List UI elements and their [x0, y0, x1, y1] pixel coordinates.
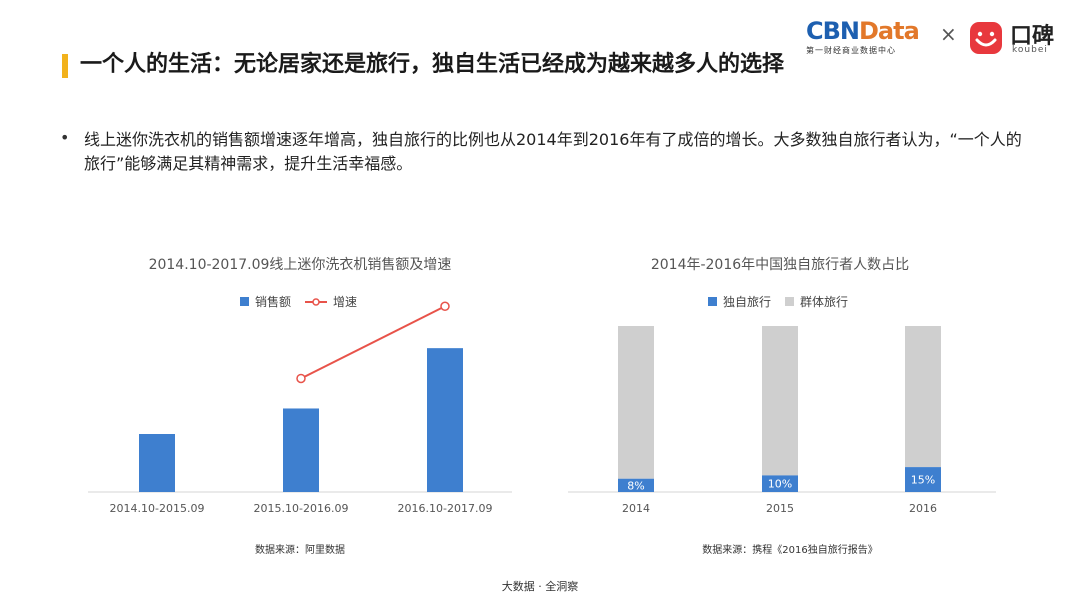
- chart1-growth-label-3: 72%: [433, 320, 457, 333]
- page-title: 一个人的生活：无论居家还是旅行，独自生活已经成为越来越多人的选择: [80, 52, 785, 77]
- koubei-logo-subtitle: koubei: [1012, 45, 1048, 55]
- title-accent-bar: [62, 54, 68, 78]
- chart2-bar-group-1: [618, 326, 654, 479]
- chart2-solo-label-1: 8%: [627, 479, 644, 492]
- logo-times-sign: ×: [940, 22, 957, 46]
- koubei-logo-icon: [970, 22, 1002, 54]
- chart1-x-tick-1: 2014.10-2015.09: [110, 502, 205, 515]
- chart2-bar-solo-1: [618, 478, 654, 492]
- legend-swatch-solo: [708, 297, 717, 306]
- legend-label-growth: 增速: [333, 295, 358, 309]
- cbn-logo-suffix: Data: [859, 17, 920, 45]
- bullet-text: 线上迷你洗衣机的销售额增速逐年增高，独自旅行的比例也从2014年到2016年有了…: [84, 130, 1022, 173]
- chart2-source: 数据来源：携程《2016独自旅行报告》: [702, 545, 878, 556]
- legend-swatch-growth: [305, 297, 328, 306]
- chart2-bar-group-3: [905, 326, 941, 468]
- chart2-solo-label-3: 15%: [911, 474, 935, 487]
- chart2-bar-group-2: [762, 326, 798, 476]
- chart2-solo-label-2: 10%: [768, 478, 792, 491]
- chart1-growth-point-3: [440, 301, 450, 311]
- legend-swatch-group: [785, 297, 795, 306]
- bullet-marker: •: [60, 128, 70, 147]
- chart1-x-tick-2: 2015.10-2016.09: [254, 502, 349, 515]
- chart2-x-tick-2: 2015: [766, 502, 794, 515]
- chart1-x-tick-3: 2016.10-2017.09: [398, 502, 493, 515]
- chart1-title: 2014.10-2017.09线上迷你洗衣机销售额及增速: [148, 257, 452, 273]
- koubei-logo-text: 口碑: [1010, 24, 1055, 49]
- chart1-growth-line: [300, 305, 446, 380]
- chart1-growth-label-2: 44%: [289, 392, 313, 405]
- chart1-bar-3: [427, 348, 463, 492]
- chart1-source: 数据来源：阿里数据: [255, 545, 345, 556]
- cbndata-logo: CBNData 第一财经商业数据中心: [806, 17, 920, 56]
- legend-swatch-sales: [240, 297, 249, 306]
- footer-tagline: 大数据 · 全洞察: [501, 580, 579, 593]
- cbn-logo-subtitle: 第一财经商业数据中心: [806, 46, 896, 55]
- chart2-legend: 独自旅行 群体旅行: [708, 293, 848, 310]
- chart2-title: 2014年-2016年中国独自旅行者人数占比: [650, 257, 910, 273]
- legend-label-solo: 独自旅行: [723, 295, 772, 309]
- chart1-bar-1: [139, 434, 175, 492]
- chart2-x-tick-3: 2016: [909, 502, 937, 515]
- chart1-bar-2: [283, 408, 319, 492]
- chart1-legend: 销售额 增速: [240, 293, 357, 310]
- legend-label-sales: 销售额: [255, 295, 292, 309]
- legend-label-group: 群体旅行: [800, 295, 849, 309]
- chart2-bar-solo-3: [905, 467, 941, 492]
- cbn-logo-prefix: CBN: [806, 17, 860, 45]
- chart2-x-tick-1: 2014: [622, 502, 650, 515]
- chart2-bar-solo-2: [762, 475, 798, 492]
- chart1-growth-point-2: [296, 373, 306, 384]
